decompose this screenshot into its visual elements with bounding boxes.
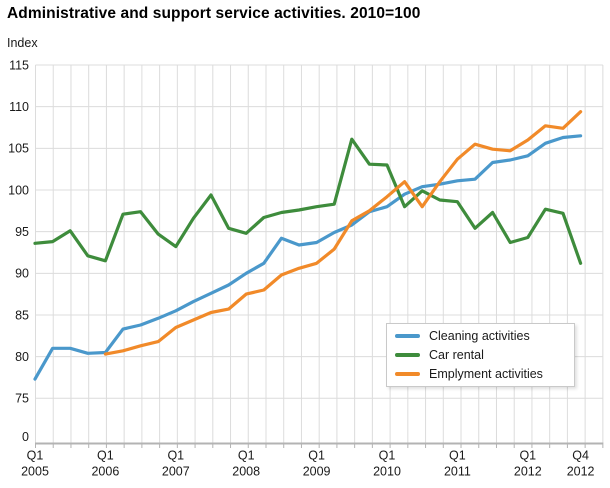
series-line-car-rental: [33, 137, 583, 265]
x-axis-tick-label-year: 2012: [567, 465, 595, 479]
y-axis-tick-label: 95: [15, 225, 29, 239]
y-axis-tick-labels: 115 110 105 100 95 90 85 80 75 0: [8, 58, 29, 444]
x-axis-tick-label-quarter: Q1: [238, 449, 255, 463]
y-axis-tick-label: 110: [9, 100, 29, 114]
x-axis-tick-label-year: 2005: [21, 465, 49, 479]
x-axis-tick-labels: Q1 2005 Q1 2006 Q1 2007 Q1 2008 Q1 2009 Q1 2010 Q1 20…: [21, 449, 594, 479]
x-axis-tick-label-quarter: Q4: [572, 449, 589, 463]
chart-title: Administrative and support service activ…: [7, 5, 421, 22]
x-axis-tick-label-quarter: Q1: [97, 449, 114, 463]
x-axis-tick-label-quarter: Q1: [449, 449, 466, 463]
x-axis-tick-label-year: 2010: [373, 465, 401, 479]
x-axis-tick-label-quarter: Q1: [167, 449, 184, 463]
x-axis-tick-label-year: 2009: [303, 465, 331, 479]
chart-legend: Cleaning activities Car rental Emplyment…: [386, 323, 575, 387]
y-axis-tick-label: 105: [8, 142, 29, 156]
gridlines: [35, 64, 604, 444]
legend-swatch-cleaning-activities-icon: [395, 334, 420, 338]
y-axis-tick-label: 115: [9, 58, 29, 72]
legend-item-cleaning-activities: Cleaning activities: [387, 327, 574, 346]
x-axis-tick-label-quarter: Q1: [308, 449, 325, 463]
x-axis-tick-label-year: 2012: [514, 465, 542, 479]
y-axis-unit-label: Index: [7, 36, 38, 50]
x-axis-tick-label-quarter: Q1: [519, 449, 536, 463]
series-line-emplyment-activities: [103, 110, 583, 356]
x-axis-tick-label-year: 2007: [162, 465, 190, 479]
x-axis-line: [35, 442, 604, 448]
y-axis-zero-label: 0: [22, 430, 29, 444]
series-line-cleaning-activities: [33, 134, 583, 381]
x-axis-tick-label-year: 2008: [232, 465, 260, 479]
legend-label-cleaning-activities: Cleaning activities: [429, 329, 530, 343]
y-axis-tick-label: 85: [15, 308, 29, 322]
legend-label-car-rental: Car rental: [429, 348, 484, 362]
x-axis-tick-label-year: 2011: [444, 465, 471, 479]
y-axis-tick-label: 90: [15, 267, 29, 281]
legend-item-car-rental: Car rental: [387, 346, 574, 365]
x-axis-tick-label-year: 2006: [91, 465, 119, 479]
legend-swatch-emplyment-activities-icon: [395, 372, 420, 376]
legend-swatch-car-rental-icon: [395, 353, 420, 357]
x-axis-tick-label-quarter: Q1: [27, 449, 44, 463]
legend-label-emplyment-activities: Emplyment activities: [429, 367, 543, 381]
y-axis-tick-label: 75: [15, 392, 29, 406]
y-axis-tick-label: 80: [15, 350, 29, 364]
x-axis-tick-label-quarter: Q1: [379, 449, 396, 463]
y-axis-tick-label: 100: [8, 183, 29, 197]
legend-item-emplyment-activities: Emplyment activities: [387, 365, 574, 384]
